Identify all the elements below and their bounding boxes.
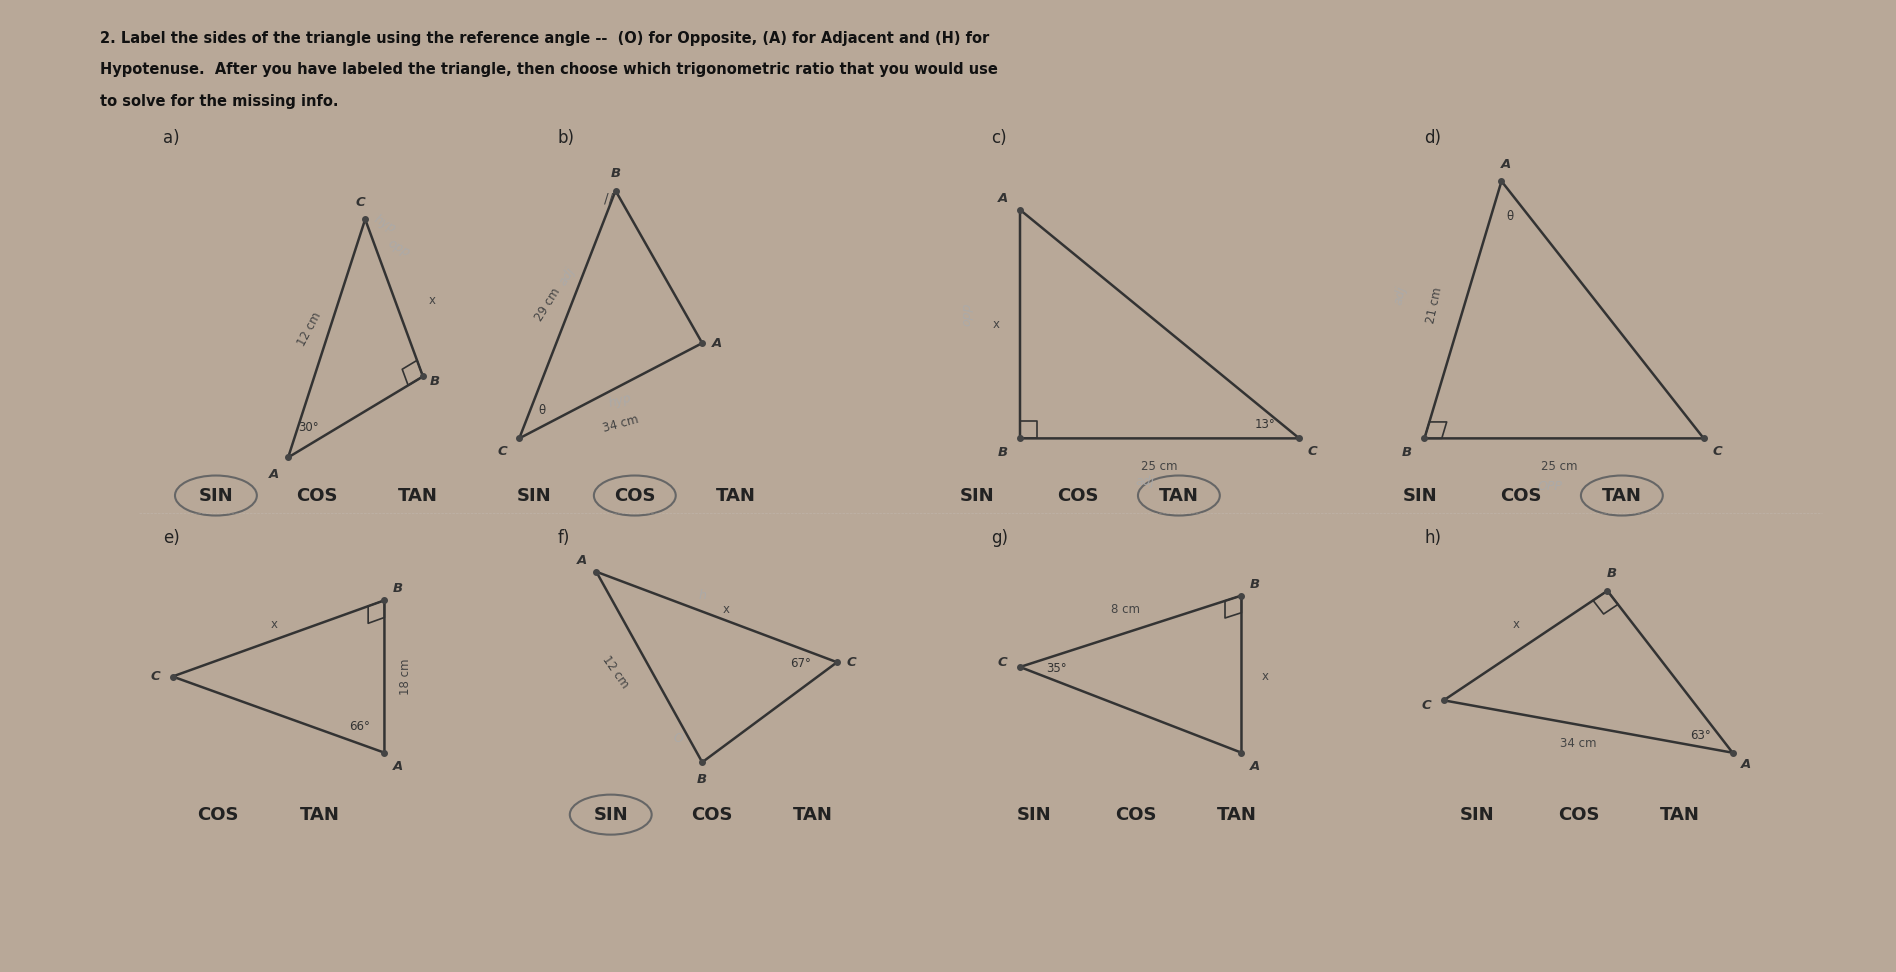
Text: 35°: 35°: [1047, 662, 1067, 675]
Text: opp: opp: [961, 303, 973, 327]
Text: x: x: [722, 604, 730, 616]
Text: 63°: 63°: [1689, 729, 1710, 743]
Text: COS: COS: [1559, 806, 1598, 823]
Text: 30°: 30°: [298, 421, 319, 434]
Text: SIN: SIN: [959, 487, 994, 504]
Text: OPP: OPP: [1538, 479, 1562, 493]
Text: B: B: [997, 446, 1009, 459]
Text: 66°: 66°: [349, 719, 370, 733]
Text: 13°: 13°: [1255, 418, 1276, 431]
Text: TAN: TAN: [793, 806, 832, 823]
Text: x: x: [992, 318, 999, 330]
Text: 8 cm: 8 cm: [1111, 604, 1139, 616]
Text: A: A: [576, 554, 588, 567]
Text: O: O: [673, 732, 683, 745]
Text: x: x: [1513, 617, 1519, 631]
Text: B: B: [430, 375, 440, 388]
Text: B: B: [698, 773, 707, 786]
Text: COS: COS: [1115, 806, 1157, 823]
Text: 34 cm: 34 cm: [1560, 737, 1596, 749]
Text: C: C: [150, 670, 159, 683]
Text: adj: adj: [1392, 285, 1409, 306]
Text: TAN: TAN: [1158, 487, 1198, 504]
Text: C: C: [1422, 699, 1431, 712]
Text: COS: COS: [197, 806, 239, 823]
Text: 25 cm: 25 cm: [1141, 461, 1177, 473]
Text: A: A: [1249, 759, 1261, 773]
Text: hyp: hyp: [607, 391, 633, 409]
Text: A: A: [1502, 157, 1511, 170]
Text: 12 cm: 12 cm: [599, 653, 631, 690]
Text: x: x: [1263, 670, 1268, 683]
Text: SIN: SIN: [1460, 806, 1494, 823]
Text: 29 cm: 29 cm: [533, 286, 563, 324]
Text: hyp: hyp: [372, 213, 398, 235]
Text: adj: adj: [1136, 474, 1155, 488]
Text: 18 cm: 18 cm: [400, 658, 411, 695]
Text: θ: θ: [1507, 210, 1513, 223]
Text: SIN: SIN: [1403, 487, 1437, 504]
Text: COS: COS: [614, 487, 656, 504]
Text: A: A: [711, 336, 722, 350]
Text: 2. Label the sides of the triangle using the reference angle --  (O) for Opposit: 2. Label the sides of the triangle using…: [100, 31, 990, 46]
Text: COS: COS: [1500, 487, 1541, 504]
Text: h): h): [1424, 529, 1441, 547]
Text: SIN: SIN: [199, 487, 233, 504]
Text: C: C: [497, 445, 506, 458]
Text: h: h: [698, 589, 705, 602]
Text: TAN: TAN: [717, 487, 757, 504]
Text: g): g): [992, 529, 1009, 547]
Text: θ: θ: [538, 403, 546, 417]
Text: SIN: SIN: [1016, 806, 1052, 823]
Text: 12 cm: 12 cm: [296, 310, 324, 348]
Text: b): b): [557, 128, 574, 147]
Text: c): c): [992, 128, 1007, 147]
Text: //: //: [605, 191, 612, 205]
Text: C: C: [1308, 445, 1318, 458]
Text: a): a): [163, 128, 180, 147]
Text: 34 cm: 34 cm: [601, 413, 639, 435]
Text: d): d): [1424, 128, 1441, 147]
Text: f): f): [557, 529, 571, 547]
Text: e): e): [163, 529, 180, 547]
Text: A: A: [392, 759, 404, 773]
Text: 21 cm: 21 cm: [1424, 286, 1445, 325]
Text: C: C: [1712, 445, 1722, 458]
Text: 25 cm: 25 cm: [1541, 461, 1577, 473]
Text: SIN: SIN: [516, 487, 552, 504]
Text: B: B: [611, 167, 620, 180]
Text: B: B: [1401, 446, 1413, 459]
Text: C: C: [997, 656, 1007, 669]
Text: COS: COS: [1058, 487, 1098, 504]
Text: to solve for the missing info.: to solve for the missing info.: [100, 93, 339, 109]
Text: 67°: 67°: [791, 657, 811, 670]
Text: B: B: [1608, 567, 1617, 580]
Text: B: B: [1249, 577, 1261, 591]
Text: TAN: TAN: [1602, 487, 1642, 504]
Text: x: x: [271, 617, 277, 631]
Text: C: C: [355, 195, 366, 209]
Text: opp: opp: [385, 236, 411, 260]
Text: C: C: [848, 656, 857, 669]
Text: Hypotenuse.  After you have labeled the triangle, then choose which trigonometri: Hypotenuse. After you have labeled the t…: [100, 62, 997, 77]
Text: A: A: [997, 191, 1009, 205]
Text: adj: adj: [557, 265, 578, 288]
Text: B: B: [392, 582, 404, 596]
Text: TAN: TAN: [398, 487, 438, 504]
Text: SIN: SIN: [593, 806, 628, 823]
Text: A: A: [269, 469, 279, 481]
Text: COS: COS: [692, 806, 732, 823]
Text: TAN: TAN: [1217, 806, 1257, 823]
Text: COS: COS: [296, 487, 337, 504]
Text: TAN: TAN: [1659, 806, 1699, 823]
Text: TAN: TAN: [300, 806, 339, 823]
Text: x: x: [428, 294, 436, 307]
Text: A: A: [1741, 757, 1752, 771]
